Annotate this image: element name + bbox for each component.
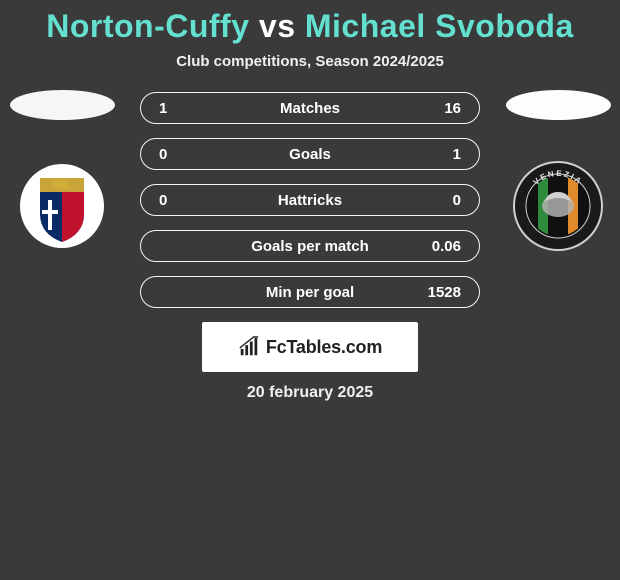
stat-row-hattricks: 0 Hattricks 0 (140, 184, 480, 216)
branding-text: FcTables.com (266, 337, 382, 358)
bar-chart-icon (238, 336, 260, 358)
stat-right-value: 16 (401, 100, 461, 117)
stat-row-goals: 0 Goals 1 (140, 138, 480, 170)
venezia-badge-icon: VENEZIA (508, 156, 608, 256)
genoa-badge-icon (12, 156, 112, 256)
stat-label: Matches (219, 100, 401, 117)
stat-label: Goals per match (219, 238, 401, 255)
country-oval-right (506, 90, 611, 120)
player2-name: Michael Svoboda (305, 8, 574, 44)
stat-label: Min per goal (219, 284, 401, 301)
subtitle: Club competitions, Season 2024/2025 (0, 53, 620, 70)
stat-left-value: 0 (159, 146, 219, 163)
stat-right-value: 0.06 (401, 238, 461, 255)
stat-row-goals-per-match: Goals per match 0.06 (140, 230, 480, 262)
player1-name: Norton-Cuffy (46, 8, 249, 44)
date-label: 20 february 2025 (0, 384, 620, 402)
stat-label: Goals (219, 146, 401, 163)
page-title: Norton-Cuffy vs Michael Svoboda (0, 8, 620, 45)
comparison-card: Norton-Cuffy vs Michael Svoboda Club com… (0, 0, 620, 402)
country-oval-left (10, 90, 115, 120)
stat-right-value: 1 (401, 146, 461, 163)
main-row: 1 Matches 16 0 Goals 1 0 Hattricks 0 Goa… (0, 92, 620, 308)
club-badge-left (12, 156, 112, 256)
stats-column: 1 Matches 16 0 Goals 1 0 Hattricks 0 Goa… (140, 92, 480, 308)
stat-label: Hattricks (219, 192, 401, 209)
right-column: VENEZIA (498, 92, 618, 256)
stat-right-value: 1528 (401, 284, 461, 301)
stat-row-matches: 1 Matches 16 (140, 92, 480, 124)
stat-row-min-per-goal: Min per goal 1528 (140, 276, 480, 308)
stat-right-value: 0 (401, 192, 461, 209)
left-column (2, 92, 122, 256)
club-badge-right: VENEZIA (508, 156, 608, 256)
stat-left-value: 1 (159, 100, 219, 117)
branding-box: FcTables.com (202, 322, 418, 372)
stat-left-value: 0 (159, 192, 219, 209)
title-vs: vs (250, 8, 305, 44)
